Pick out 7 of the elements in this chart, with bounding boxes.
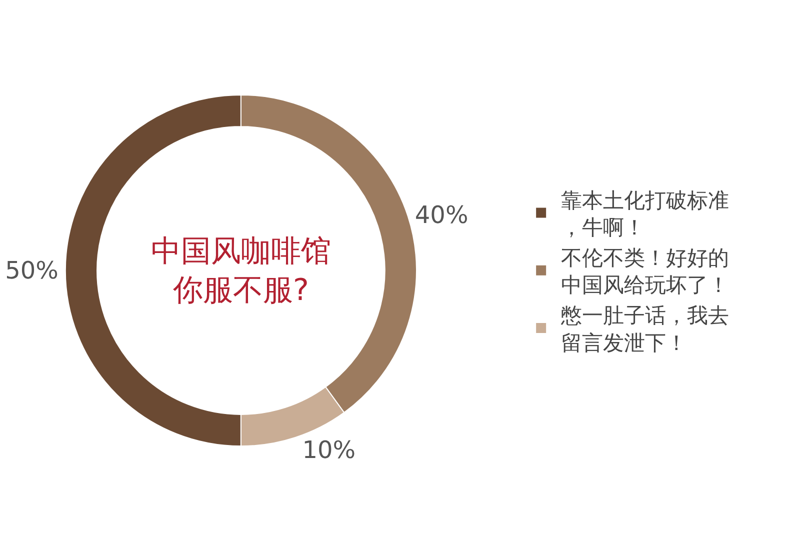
legend-label: 不伦不类！好好的中国风给玩坏了！ bbox=[561, 246, 730, 298]
data-label: 40% bbox=[414, 200, 468, 229]
data-label: 50% bbox=[5, 256, 58, 284]
data-label: 10% bbox=[302, 436, 356, 464]
text: 中国风咖啡馆你服不服? bbox=[151, 234, 331, 308]
legend-label: 靠本土化打破标准，牛啊！ bbox=[561, 188, 730, 240]
legend-label: 憋一肚子话，我去留言发泄下！ bbox=[560, 304, 730, 355]
